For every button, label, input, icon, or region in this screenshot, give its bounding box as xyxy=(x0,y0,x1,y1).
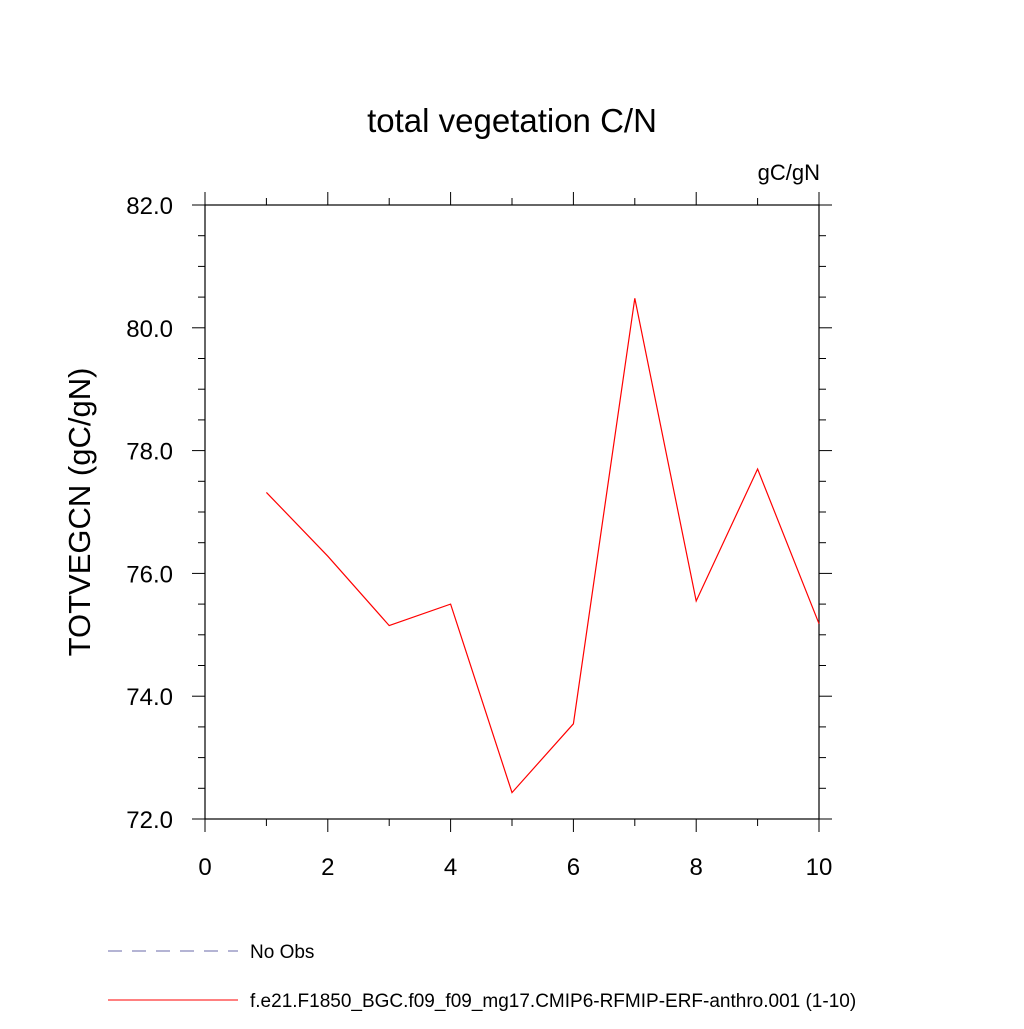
axes: 0 2 4 6 8 10 72.0 74.0 76.0 78.0 80.0 82.0 xyxy=(126,192,832,881)
x-tick-label: 6 xyxy=(567,854,580,881)
y-tick-label: 82.0 xyxy=(126,193,173,220)
y-tick-label: 74.0 xyxy=(126,684,173,711)
chart-title: total vegetation C/N xyxy=(367,102,657,139)
y-tick-label: 76.0 xyxy=(126,561,173,588)
x-tick-label: 10 xyxy=(806,854,833,881)
x-tick-label: 4 xyxy=(444,854,457,881)
x-tick-label: 0 xyxy=(198,854,211,881)
units-label: gC/gN xyxy=(758,160,820,185)
x-tick-label: 8 xyxy=(690,854,703,881)
x-tick-label: 2 xyxy=(321,854,334,881)
y-tick-label: 78.0 xyxy=(126,439,173,466)
series-line xyxy=(265,298,820,794)
legend-label: f.e21.F1850_BGC.f09_f09_mg17.CMIP6-RFMIP… xyxy=(250,991,856,1012)
legend: No Obs f.e21.F1850_BGC.f09_f09_mg17.CMIP6… xyxy=(108,942,856,1012)
plot-frame xyxy=(204,204,820,820)
y-tick-label: 80.0 xyxy=(126,316,173,343)
series-layer xyxy=(265,298,820,794)
y-tick-label: 72.0 xyxy=(126,807,173,834)
legend-label: No Obs xyxy=(250,942,314,963)
y-axis-label: TOTVEGCN (gC/gN) xyxy=(62,368,97,657)
